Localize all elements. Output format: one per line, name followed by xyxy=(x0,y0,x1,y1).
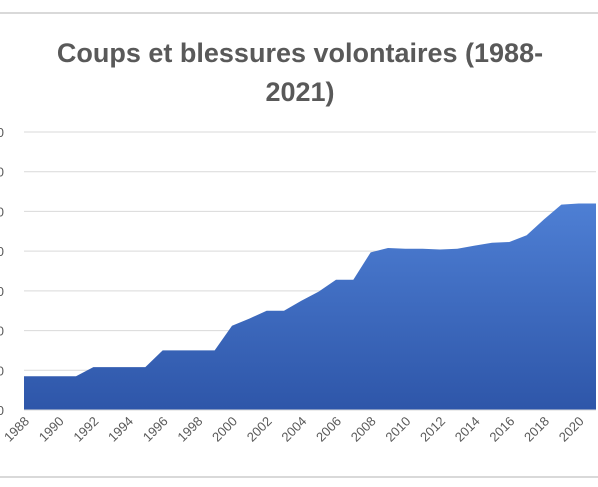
x-tick-label: 2004 xyxy=(278,414,309,445)
chart-title-line-2: 2021) xyxy=(265,77,335,107)
x-tick-label: 1992 xyxy=(70,414,101,445)
x-tick-label: 1988 xyxy=(1,414,32,445)
x-axis-ticks: 1988 1990 1992 1994 1996 1998 2000 2002 2004 2006… xyxy=(1,414,587,445)
x-tick-label: 1996 xyxy=(140,414,171,445)
x-tick-label: 1994 xyxy=(105,414,136,445)
y-tick-label: 0 xyxy=(0,165,4,180)
y-tick-label: 0 xyxy=(0,125,4,140)
data-series xyxy=(24,203,596,411)
x-tick-label: 1998 xyxy=(174,414,205,445)
y-tick-label: 0 xyxy=(0,324,4,339)
y-axis-ticks: 0 0 0 0 0 0 0 0 xyxy=(0,125,4,418)
x-tick-label: 2020 xyxy=(556,414,587,445)
x-tick-label: 2016 xyxy=(486,414,517,445)
series-area xyxy=(24,203,596,410)
x-tick-label: 2010 xyxy=(382,414,413,445)
y-tick-label: 0 xyxy=(0,204,4,219)
x-tick-label: 2002 xyxy=(244,414,275,445)
x-tick-label: 2012 xyxy=(417,414,448,445)
chart-title-line-1: Coups et blessures volontaires (1988- xyxy=(56,38,544,68)
x-tick-label: 2000 xyxy=(209,414,240,445)
x-tick-label: 2008 xyxy=(348,414,379,445)
x-tick-label: 2014 xyxy=(452,414,483,445)
x-tick-label: 2018 xyxy=(521,414,552,445)
chart-title: Coups et blessures volontaires (1988- 20… xyxy=(30,34,570,112)
chart-frame xyxy=(0,12,598,478)
y-tick-label: 0 xyxy=(0,403,4,418)
x-tick-label: 2006 xyxy=(313,414,344,445)
y-tick-label: 0 xyxy=(0,284,4,299)
x-tick-label: 1990 xyxy=(36,414,67,445)
y-tick-label: 0 xyxy=(0,244,4,259)
y-tick-label: 0 xyxy=(0,363,4,378)
